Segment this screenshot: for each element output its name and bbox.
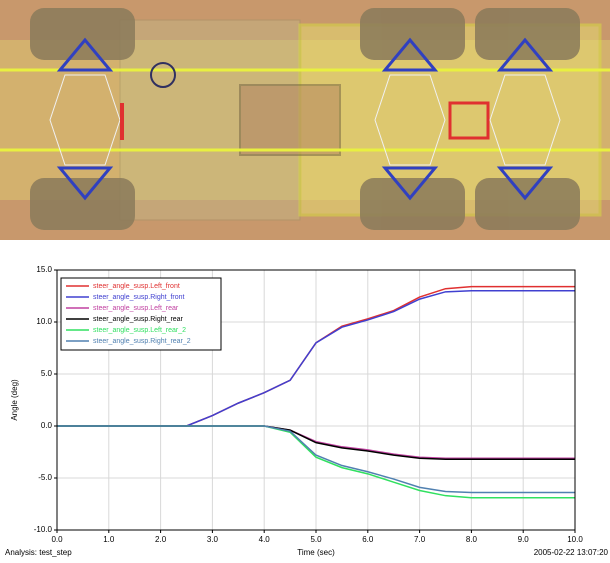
- y-tick-label: 5.0: [41, 369, 53, 378]
- x-tick-label: 2.0: [155, 535, 167, 544]
- y-tick-label: -10.0: [34, 525, 53, 534]
- x-tick-label: 9.0: [518, 535, 530, 544]
- x-tick-label: 1.0: [103, 535, 115, 544]
- x-tick-label: 7.0: [414, 535, 426, 544]
- legend-label: steer_angle_susp.Right_rear: [93, 316, 184, 323]
- timestamp: 2005-02-22 13:07:20: [534, 548, 609, 557]
- y-tick-label: 0.0: [41, 421, 53, 430]
- x-tick-label: 5.0: [310, 535, 322, 544]
- legend-label: steer_angle_susp.Left_rear_2: [93, 327, 186, 334]
- x-tick-label: 4.0: [259, 535, 271, 544]
- x-tick-label: 8.0: [466, 535, 478, 544]
- x-tick-label: 10.0: [567, 535, 583, 544]
- y-tick-label: 15.0: [36, 265, 52, 274]
- page: Angle (deg) Time (sec) Analysis: test_st…: [0, 0, 610, 563]
- x-axis-label: Time (sec): [297, 548, 335, 557]
- x-tick-label: 3.0: [207, 535, 219, 544]
- legend-label: steer_angle_susp.Left_front: [93, 283, 180, 290]
- legend-label: steer_angle_susp.Right_front: [93, 294, 185, 301]
- legend: steer_angle_susp.Left_front steer_angle_s…: [61, 278, 221, 350]
- legend-label: steer_angle_susp.Right_rear_2: [93, 338, 191, 345]
- y-axis-label: Angle (deg): [10, 379, 19, 421]
- x-tick-label: 0.0: [51, 535, 63, 544]
- y-tick-label: -5.0: [38, 473, 52, 482]
- x-tick-label: 6.0: [362, 535, 374, 544]
- legend-label: steer_angle_susp.Left_rear: [93, 305, 179, 312]
- y-tick-label: 10.0: [36, 317, 52, 326]
- analysis-label: Analysis: test_step: [5, 548, 72, 557]
- vehicle-view: [0, 0, 610, 240]
